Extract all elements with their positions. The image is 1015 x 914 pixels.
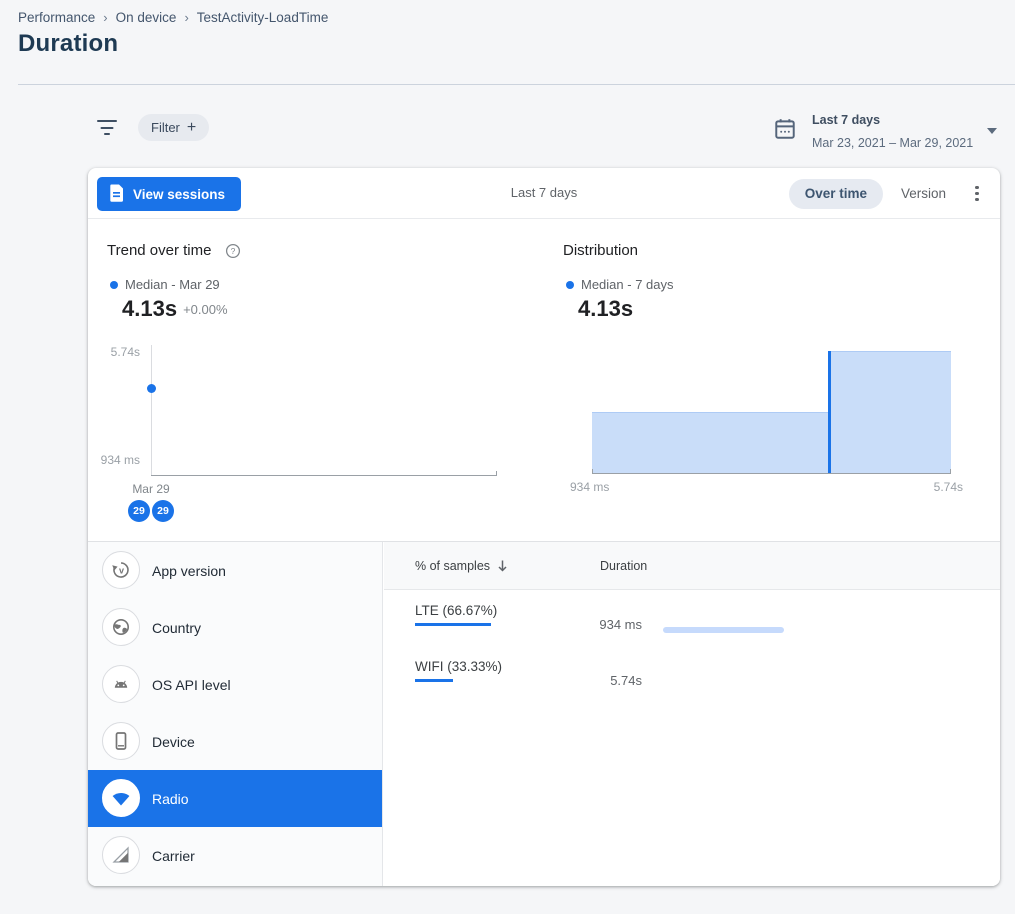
trend-x-tick-label: Mar 29 [121, 482, 181, 496]
radio-type-label[interactable]: LTE (66.67%) [415, 603, 497, 618]
cellular-signal-icon [102, 836, 140, 874]
plus-icon: + [187, 120, 196, 136]
tab-over-time[interactable]: Over time [789, 179, 883, 209]
trend-median-value: 4.13s+0.00% [122, 296, 228, 322]
column-header-samples[interactable]: % of samples [415, 559, 509, 573]
trend-data-point[interactable] [147, 384, 156, 393]
trend-y-min-label: 934 ms [90, 453, 140, 467]
sort-descending-icon [496, 559, 509, 573]
distribution-x-min-label: 934 ms [570, 480, 609, 494]
view-toggle: Over time Version [789, 168, 990, 219]
radio-type-label[interactable]: WIFI (33.33%) [415, 659, 502, 674]
sidebar-item-carrier[interactable]: Carrier [88, 827, 382, 884]
samples-percent-bar [415, 679, 453, 682]
trend-plot-gridline [151, 345, 152, 476]
breakdown-sidebar: v App version Country [88, 542, 383, 886]
date-preset-label: Last 7 days [812, 113, 880, 127]
histogram-median-line [828, 351, 831, 473]
distribution-legend-dot [566, 281, 574, 289]
trend-legend-dot [110, 281, 118, 289]
breadcrumb-separator: › [184, 10, 188, 25]
histogram-bar-low[interactable] [592, 412, 829, 473]
table-row[interactable]: LTE (66.67%) 934 ms [384, 590, 1000, 646]
column-header-duration: Duration [600, 559, 647, 573]
distribution-section-title: Distribution [563, 242, 638, 259]
breadcrumb-item-performance[interactable]: Performance [18, 10, 95, 25]
sidebar-item-radio[interactable]: Radio [88, 770, 382, 827]
distribution-median-value: 4.13s [578, 296, 633, 322]
date-range-handle-right[interactable]: 29 [152, 500, 174, 522]
trend-section-title: Trend over time [107, 242, 211, 259]
table-header: % of samples Duration [384, 542, 1000, 590]
sidebar-item-os-api-level[interactable]: OS API level [88, 656, 382, 713]
calendar-icon [774, 117, 796, 146]
distribution-x-max-label: 5.74s [903, 480, 963, 494]
trend-delta: +0.00% [183, 302, 227, 317]
duration-value: 5.74s [556, 673, 642, 688]
wifi-icon [102, 779, 140, 817]
trend-y-max-label: 5.74s [90, 345, 140, 359]
breakdown-table: % of samples Duration LTE (66.67%) 934 m… [384, 542, 1000, 886]
tab-version[interactable]: Version [887, 179, 960, 209]
sidebar-item-device[interactable]: Device [88, 713, 382, 770]
app-version-icon: v [102, 551, 140, 589]
filter-list-icon[interactable] [96, 119, 118, 137]
breadcrumb-item-on-device[interactable]: On device [116, 10, 177, 25]
filter-chip-label: Filter [151, 120, 180, 135]
card-header: View sessions Last 7 days Over time Vers… [88, 168, 1000, 219]
breadcrumb-separator: › [103, 10, 107, 25]
breadcrumb-item-current: TestActivity-LoadTime [197, 10, 329, 25]
more-options-icon[interactable] [964, 179, 990, 209]
svg-text:?: ? [231, 246, 236, 256]
samples-percent-bar [415, 623, 491, 626]
table-row[interactable]: WIFI (33.33%) 5.74s [384, 646, 1000, 702]
breadcrumb: Performance › On device › TestActivity-L… [18, 10, 328, 25]
smartphone-icon [102, 722, 140, 760]
add-filter-chip[interactable]: Filter + [138, 114, 209, 141]
svg-text:v: v [119, 566, 124, 576]
sidebar-item-country[interactable]: Country [88, 599, 382, 656]
android-icon [102, 665, 140, 703]
trend-x-axis [151, 475, 497, 476]
distribution-x-axis [592, 473, 951, 474]
header-divider [18, 84, 1015, 85]
globe-icon [102, 608, 140, 646]
duration-card: View sessions Last 7 days Over time Vers… [88, 168, 1000, 886]
page-title: Duration [18, 30, 118, 58]
date-range-picker[interactable]: Last 7 days Mar 23, 2021 – Mar 29, 2021 [772, 108, 997, 154]
distribution-legend-label: Median - 7 days [581, 277, 674, 292]
date-range-handle-left[interactable]: 29 [128, 500, 150, 522]
trend-legend-label: Median - Mar 29 [125, 277, 220, 292]
help-icon[interactable]: ? [225, 243, 241, 264]
chevron-down-icon [987, 128, 997, 134]
duration-range-bar [663, 627, 784, 633]
sidebar-item-app-version[interactable]: v App version [88, 542, 382, 599]
date-range-label: Mar 23, 2021 – Mar 29, 2021 [812, 136, 973, 150]
histogram-bar-high[interactable] [829, 351, 951, 473]
duration-value: 934 ms [556, 617, 642, 632]
